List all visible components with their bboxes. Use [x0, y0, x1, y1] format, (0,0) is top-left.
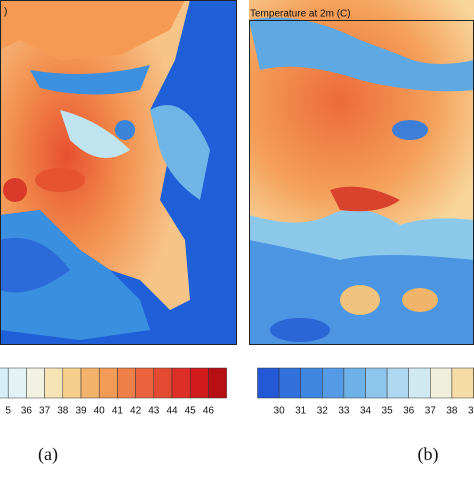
colorbar-cell	[322, 368, 344, 398]
colorbar-tick-label: 41	[112, 406, 124, 417]
colorbar-tick-label: 37	[425, 406, 437, 417]
colorbar-cell	[366, 368, 388, 398]
colorbar-tick-label: 31	[295, 406, 307, 417]
colorbar-tick-label: 35	[382, 406, 394, 417]
map-a	[0, 0, 237, 345]
colorbar-cell	[344, 368, 366, 398]
colorbar-cell	[430, 368, 452, 398]
colorbar-cell	[8, 368, 26, 398]
colorbar-cell	[172, 368, 190, 398]
colorbar-tick-label: 30	[274, 406, 286, 417]
colorbar-tick-label: 40	[94, 406, 106, 417]
colorbar-cell	[387, 368, 409, 398]
colorbar-cell	[45, 368, 63, 398]
colorbar-cell	[99, 368, 117, 398]
colorbar-cell	[136, 368, 154, 398]
colorbar-tick-label: 37	[39, 406, 51, 417]
colorbar-tick-label: 44	[166, 406, 178, 417]
colorbar-tick-label: 38	[57, 406, 69, 417]
colorbar-tick-label: 42	[130, 406, 142, 417]
colorbar-cell	[190, 368, 208, 398]
colorbar-cell	[63, 368, 81, 398]
colorbar-cell	[154, 368, 172, 398]
colorbar-cell	[452, 368, 474, 398]
colorbar-tick-label: 39	[468, 406, 474, 417]
colorbar-tick-label: 32	[317, 406, 329, 417]
colorbar-tick-label: 34	[360, 406, 372, 417]
colorbar-tick-label: 39	[75, 406, 87, 417]
panel-title: Temperature at 2m (C)	[250, 9, 351, 20]
colorbar-tick-label: 43	[148, 406, 160, 417]
colorbar-cell	[0, 368, 8, 398]
colorbar-tick-label: 45	[185, 406, 197, 417]
panel-label: (a)	[38, 444, 58, 465]
panel-label: (b)	[418, 444, 439, 465]
colorbar-cell	[258, 368, 280, 398]
colorbar-cell	[208, 368, 226, 398]
colorbar-cell	[301, 368, 323, 398]
colorbar-tick-label: 38	[446, 406, 458, 417]
colorbar-tick-label: 33	[338, 406, 350, 417]
colorbar-cell	[81, 368, 99, 398]
colorbar-tick-label: 46	[203, 406, 215, 417]
colorbar-tick-label: 36	[403, 406, 415, 417]
colorbar-tick-label: 5	[5, 406, 11, 417]
colorbar-cell	[409, 368, 431, 398]
colorbar-cell	[117, 368, 135, 398]
colorbar-cell	[26, 368, 44, 398]
panel-title: )	[4, 7, 7, 18]
map-b	[249, 0, 474, 345]
colorbar-cell	[279, 368, 301, 398]
colorbar-tick-label: 36	[21, 406, 33, 417]
